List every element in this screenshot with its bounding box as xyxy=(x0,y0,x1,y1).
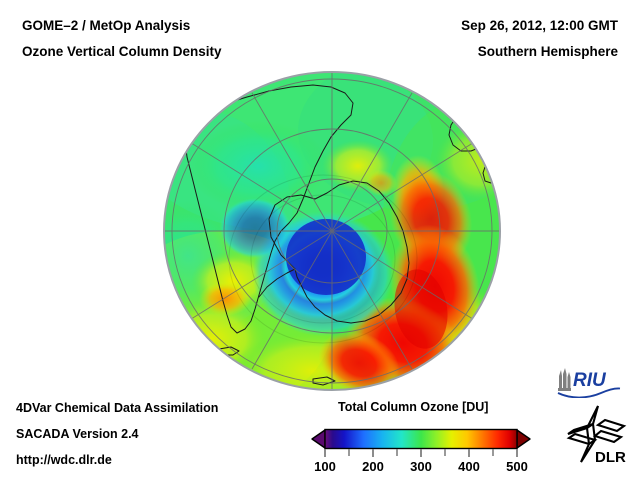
ozone-hole-lobe-nw xyxy=(203,177,307,265)
footer-url[interactable]: http://wdc.dlr.de xyxy=(16,453,112,467)
colorbar-svg: 100 200 300 400 500 xyxy=(311,428,531,474)
footer-method: 4DVar Chemical Data Assimilation xyxy=(16,401,219,415)
riu-wave-icon xyxy=(557,387,621,399)
header-product-line: Ozone Vertical Column Density xyxy=(22,44,222,59)
dlr-logo-svg: DLR xyxy=(566,405,627,466)
dlr-logo: DLR xyxy=(565,404,631,466)
header-region: Southern Hemisphere xyxy=(477,44,618,59)
colorbar-ticks xyxy=(324,449,518,457)
colorbar-high-arrow xyxy=(516,429,531,449)
footer-version: SACADA Version 2.4 xyxy=(16,427,139,441)
riu-wordmark: RIU xyxy=(573,370,607,391)
graticule-lon-60w xyxy=(171,130,333,232)
riu-tower-icon xyxy=(558,368,571,391)
field-yellow-ne xyxy=(435,121,500,201)
colorbar-tick-label: 500 xyxy=(506,459,528,474)
coastline-south-america xyxy=(184,84,354,334)
graticule-lon-30w xyxy=(251,92,333,232)
colorbar-title: Total Column Ozone [DU] xyxy=(338,400,489,414)
graticule xyxy=(164,72,500,390)
globe-limb xyxy=(163,71,501,391)
graticule-lon-120e xyxy=(331,230,493,332)
riu-logo: RIU xyxy=(557,368,621,399)
header-timestamp: Sep 26, 2012, 12:00 GMT xyxy=(461,18,618,33)
coastline-southern-africa xyxy=(448,72,476,102)
graticule-lon-150e xyxy=(331,230,413,370)
coastline-antarctic-peninsula xyxy=(258,268,296,298)
colorbar: 100 200 300 400 500 xyxy=(306,416,536,476)
colorbar-tick-label: 300 xyxy=(410,459,432,474)
ozone-globe-map xyxy=(163,71,501,391)
graticule-lon-30e xyxy=(331,92,413,232)
graticule-lon-60e xyxy=(331,130,493,232)
dlr-wing-icon xyxy=(566,405,627,463)
riu-logo-svg: RIU xyxy=(557,368,621,399)
graticule-lon-150w xyxy=(251,230,333,370)
colorbar-tick-labels: 100 200 300 400 500 xyxy=(314,459,528,474)
colorbar-tick-label: 400 xyxy=(458,459,480,474)
graticule-lon-120w xyxy=(171,230,333,332)
colorbar-tick-label: 100 xyxy=(314,459,336,474)
colorbar-low-arrow xyxy=(311,429,326,449)
colorbar-tick-label: 200 xyxy=(362,459,384,474)
colorbar-gradient xyxy=(324,428,518,450)
header-instrument-line: GOME–2 / MetOp Analysis xyxy=(22,18,191,33)
globe-svg xyxy=(163,71,501,391)
dlr-wordmark: DLR xyxy=(595,449,626,466)
